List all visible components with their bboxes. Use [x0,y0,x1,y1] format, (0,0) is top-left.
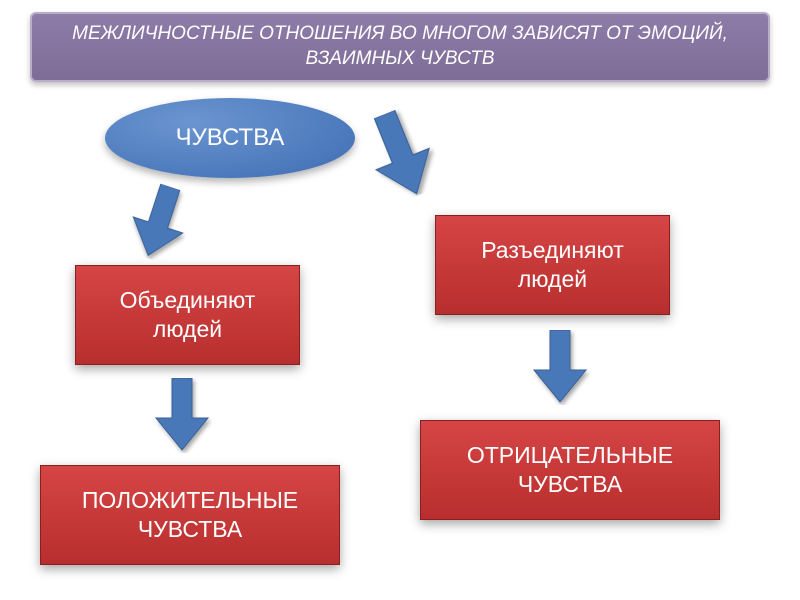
box-positive: ПОЛОЖИТЕЛЬНЫЕ ЧУВСТВА [40,465,340,565]
box-divide: Разъединяют людей [435,215,670,315]
box-positive-label: ПОЛОЖИТЕЛЬНЫЕ ЧУВСТВА [49,486,331,544]
header-banner: МЕЖЛИЧНОСТНЫЕ ОТНОШЕНИЯ ВО МНОГОМ ЗАВИСЯ… [30,12,770,82]
box-unite-label: Объединяют людей [84,286,291,344]
box-divide-label: Разъединяют людей [444,236,661,294]
box-negative-label: ОТРИЦАТЕЛЬНЫЕ ЧУВСТВА [429,441,711,499]
root-ellipse: ЧУВСТВА [105,98,355,178]
box-unite: Объединяют людей [75,265,300,365]
arrow-to-unite [117,178,199,273]
box-negative: ОТРИЦАТЕЛЬНЫЕ ЧУВСТВА [420,420,720,520]
arrow-to-negative [530,330,590,410]
arrow-to-divide [354,102,450,213]
header-text: МЕЖЛИЧНОСТНЫЕ ОТНОШЕНИЯ ВО МНОГОМ ЗАВИСЯ… [52,22,748,71]
arrow-to-positive [152,378,212,458]
ellipse-label: ЧУВСТВА [176,124,285,152]
